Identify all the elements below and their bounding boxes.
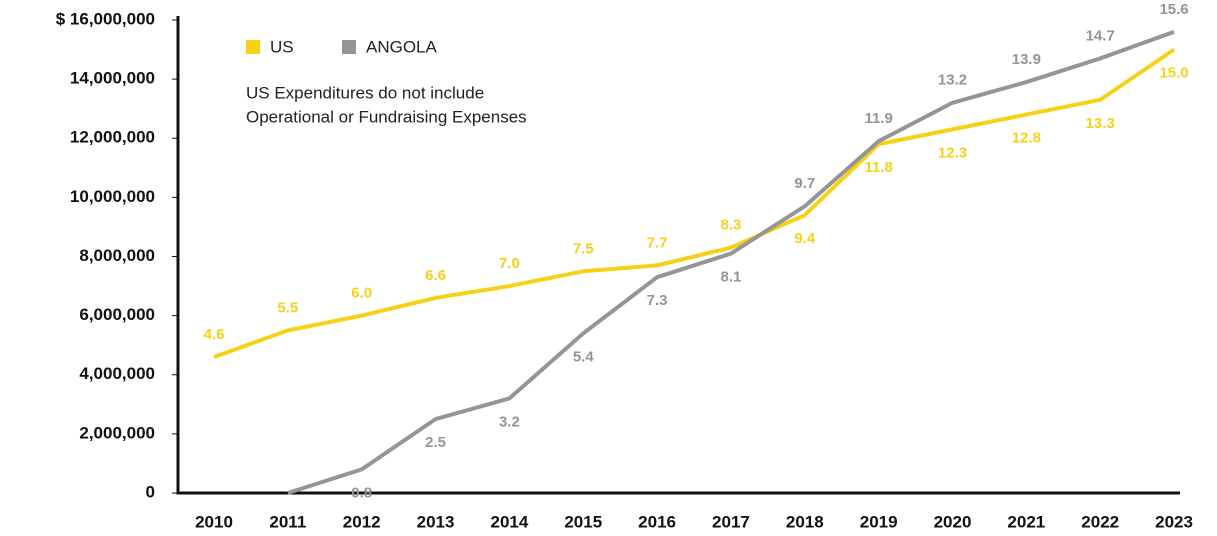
value-label: 14.7 xyxy=(1086,27,1115,44)
x-tick-label: 2014 xyxy=(490,512,528,531)
y-tick-label: 4,000,000 xyxy=(79,364,155,383)
value-label: 3.2 xyxy=(499,413,520,430)
value-label: 7.5 xyxy=(573,240,594,257)
value-label: 8.1 xyxy=(721,269,742,286)
value-label: 6.6 xyxy=(425,267,446,284)
y-tick-label: 14,000,000 xyxy=(70,69,155,88)
value-label: 11.9 xyxy=(864,110,892,127)
annotation: Operational or Fundraising Expenses xyxy=(246,107,527,126)
legend-label: ANGOLA xyxy=(366,37,438,56)
value-label: 8.3 xyxy=(721,217,742,234)
x-tick-label: 2023 xyxy=(1155,512,1193,531)
value-label: 2.5 xyxy=(425,434,446,451)
value-label: 11.8 xyxy=(864,159,892,176)
value-label: 7.3 xyxy=(647,292,668,309)
value-label: 9.4 xyxy=(794,230,816,247)
value-label: 6.0 xyxy=(351,285,372,302)
value-label: 15.6 xyxy=(1159,1,1188,18)
x-tick-label: 2020 xyxy=(934,512,972,531)
x-tick-label: 2012 xyxy=(343,512,381,531)
line xyxy=(287,29,1175,495)
line xyxy=(213,47,1176,359)
x-tick-label: 2019 xyxy=(860,512,898,531)
value-label: 13.9 xyxy=(1012,51,1041,68)
y-tick-label: 8,000,000 xyxy=(79,246,155,265)
value-label: 4.6 xyxy=(204,326,225,343)
x-tick-label: 2013 xyxy=(417,512,455,531)
y-tick-label: 12,000,000 xyxy=(70,128,155,147)
value-label: 12.3 xyxy=(938,144,967,161)
value-label: 13.3 xyxy=(1086,115,1115,132)
annotation: US Expenditures do not include xyxy=(246,83,484,102)
value-label: 5.4 xyxy=(573,348,595,365)
value-label: 5.5 xyxy=(277,299,298,316)
value-label: 15.0 xyxy=(1159,65,1188,82)
value-label: 0.8 xyxy=(351,484,372,501)
y-tick-label: $ 16,000,000 xyxy=(56,9,155,28)
y-tick-label: 2,000,000 xyxy=(79,423,155,442)
legend-swatch xyxy=(342,40,356,54)
value-label: 9.7 xyxy=(794,175,815,192)
legend-swatch xyxy=(246,40,260,54)
y-tick-label: 0 xyxy=(146,482,155,501)
legend-label: US xyxy=(270,37,294,56)
x-tick-label: 2017 xyxy=(712,512,750,531)
x-tick-label: 2022 xyxy=(1081,512,1119,531)
value-label: 12.8 xyxy=(1012,130,1041,147)
x-tick-label: 2018 xyxy=(786,512,824,531)
value-label: 7.7 xyxy=(647,234,668,251)
x-tick-label: 2016 xyxy=(638,512,676,531)
y-tick-label: 10,000,000 xyxy=(70,187,155,206)
value-label: 7.0 xyxy=(499,255,520,272)
x-tick-label: 2011 xyxy=(269,512,306,531)
y-tick-label: 6,000,000 xyxy=(79,305,155,324)
x-tick-label: 2015 xyxy=(564,512,602,531)
value-label: 13.2 xyxy=(938,72,967,89)
x-tick-label: 2021 xyxy=(1007,512,1045,531)
x-tick-label: 2010 xyxy=(195,512,233,531)
